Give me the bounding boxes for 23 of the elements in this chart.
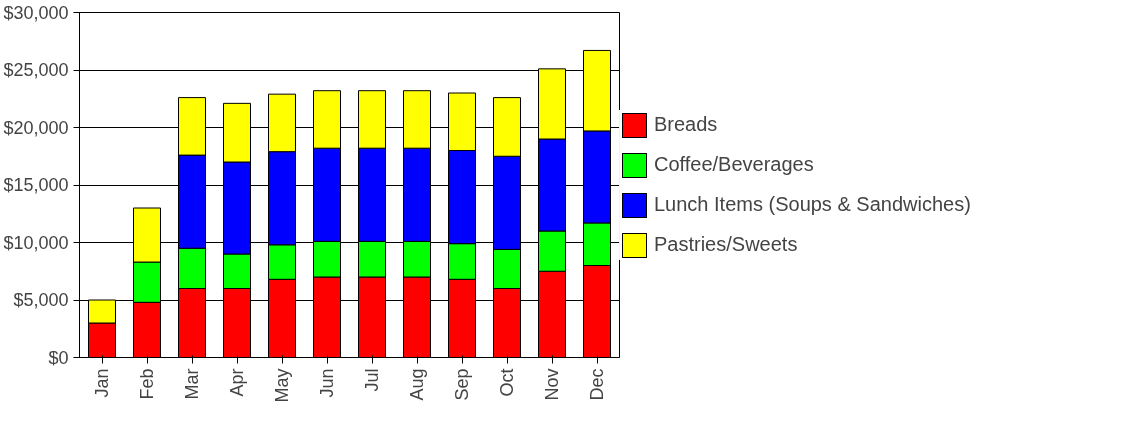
y-tick-label: $20,000 — [3, 117, 69, 138]
y-tick-label: $15,000 — [3, 175, 69, 195]
x-tick-label: Jan — [92, 368, 112, 398]
x-tick-label: May — [272, 368, 292, 403]
y-tick-label: $5,000 — [13, 290, 69, 310]
x-tick-label: Feb — [137, 368, 157, 400]
legend-label: Lunch Items (Soups & Sandwiches) — [654, 193, 971, 216]
x-tick-label: Sep — [452, 368, 472, 401]
x-tick-label: Oct — [497, 368, 517, 397]
y-tick-label: $0 — [48, 347, 69, 368]
y-tick-label: $30,000 — [3, 2, 69, 23]
x-tick-label: Mar — [182, 368, 202, 400]
legend-label: Pastries/Sweets — [654, 233, 798, 256]
x-tick-label: Aug — [407, 368, 427, 401]
x-tick-label: Apr — [227, 368, 247, 397]
x-tick-label: Jul — [362, 368, 382, 392]
x-tick-label: Jun — [317, 368, 337, 398]
x-tick-label: Dec — [587, 368, 607, 401]
legend-label: Breads — [654, 113, 718, 136]
x-tick-label: Nov — [542, 368, 562, 401]
y-tick-label: $10,000 — [3, 232, 69, 253]
legend-label: Coffee/Beverages — [654, 153, 814, 176]
y-tick-label: $25,000 — [3, 60, 69, 80]
